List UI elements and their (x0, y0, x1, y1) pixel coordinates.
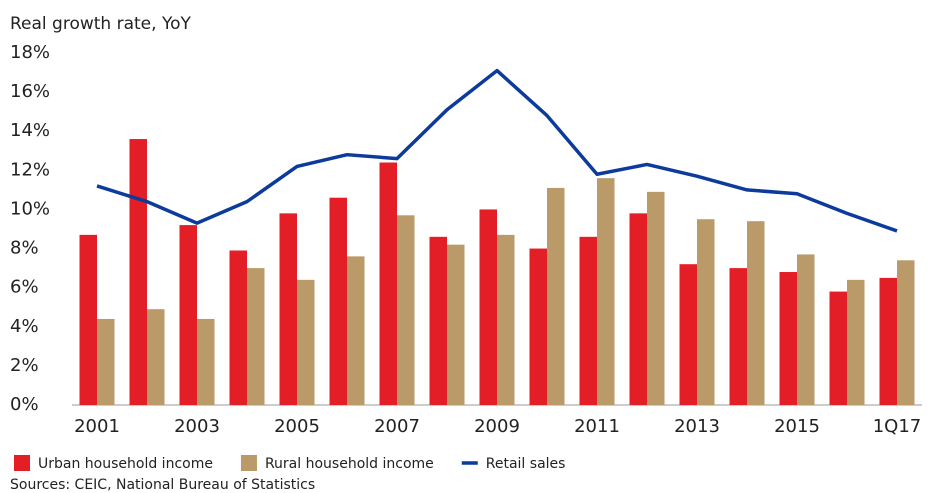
bar (497, 234, 515, 405)
x-tick-label: 2003 (174, 416, 220, 437)
bar (729, 268, 747, 405)
bar (547, 187, 565, 405)
x-tick-label: 2009 (474, 416, 520, 437)
y-tick-label: 4% (10, 316, 39, 337)
bar (129, 139, 147, 406)
bar (447, 244, 465, 405)
bar (397, 215, 415, 405)
bar (529, 248, 547, 405)
bar (379, 162, 397, 405)
legend-swatch (14, 455, 30, 471)
y-tick-label: 18% (10, 42, 50, 63)
bar (797, 254, 815, 405)
y-tick-label: 14% (10, 120, 50, 141)
bar (79, 234, 97, 405)
y-tick-label: 10% (10, 198, 50, 219)
bar (879, 277, 897, 405)
bar (279, 213, 297, 405)
bar (179, 225, 197, 405)
x-tick-label: 2007 (374, 416, 420, 437)
bar (897, 260, 915, 405)
legend-label: Rural household income (265, 456, 434, 472)
legend-label: Urban household income (38, 456, 213, 472)
bar (247, 268, 265, 405)
x-tick-label: 2015 (774, 416, 820, 437)
bar (697, 219, 715, 405)
bar (329, 197, 347, 405)
x-tick-label: 2013 (674, 416, 720, 437)
legend-label: Retail sales (486, 456, 566, 472)
bar (147, 309, 165, 405)
y-tick-label: 12% (10, 159, 50, 180)
x-tick-label: 1Q17 (873, 416, 922, 437)
bar (479, 209, 497, 405)
legend-swatch (240, 455, 257, 471)
bar (429, 236, 447, 405)
y-tick-label: 8% (10, 238, 39, 259)
bar (629, 213, 647, 405)
x-tick-label: 2005 (274, 416, 320, 437)
x-tick-label: 2011 (574, 416, 620, 437)
source: Sources: CEIC, National Bureau of Statis… (10, 477, 315, 493)
y-axis-label: Real growth rate, YoY (10, 14, 191, 34)
bar (197, 318, 215, 405)
bar (347, 256, 365, 405)
bar (829, 291, 847, 405)
bar (579, 236, 597, 405)
bar (647, 191, 665, 405)
bar (297, 279, 315, 405)
bar (597, 178, 615, 405)
bar (847, 279, 865, 405)
y-tick-label: 0% (10, 394, 39, 415)
bar (97, 318, 115, 405)
x-tick-label: 2001 (74, 416, 120, 437)
line (96, 68, 898, 233)
y-tick-label: 2% (10, 355, 39, 376)
y-tick-label: 6% (10, 277, 39, 298)
y-tick-label: 16% (10, 81, 50, 102)
bar (679, 264, 697, 405)
bar (779, 272, 797, 405)
bar (229, 250, 247, 405)
bar (747, 221, 765, 405)
